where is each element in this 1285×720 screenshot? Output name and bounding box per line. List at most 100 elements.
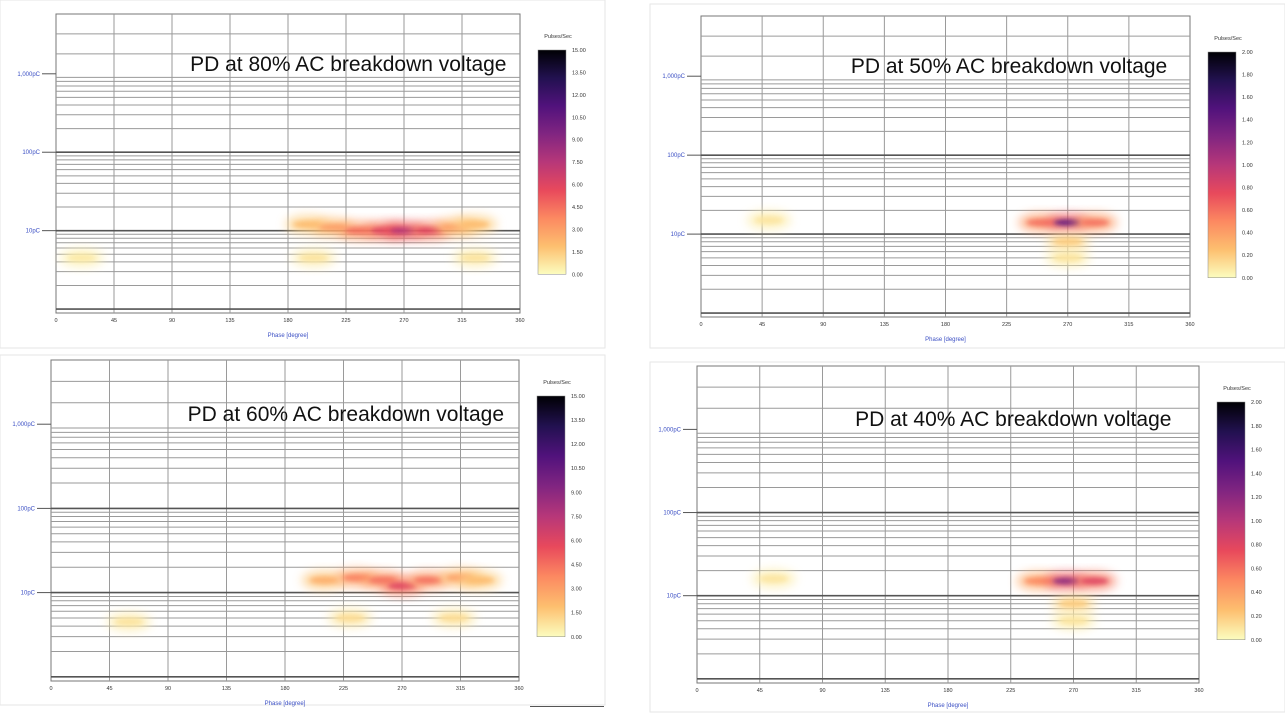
colorbar-title: Pulses/Sec	[543, 380, 571, 386]
colorbar-tick-label: 1.50	[571, 611, 582, 617]
y-tick-label: 100pC	[663, 511, 681, 517]
chart-title: PD at 80% AC breakdown voltage	[190, 53, 506, 76]
grid-lines	[701, 16, 1190, 317]
colorbar-tick-label: 0.60	[1251, 566, 1262, 572]
pd-blob	[1059, 617, 1088, 625]
y-tick-label: 1,000pC	[662, 74, 685, 80]
chart-panel-1: 0 45 90 135 180 225 270 315 360 Phase [degree] 1,0…	[0, 0, 606, 349]
x-tick-label: 315	[457, 318, 466, 324]
colorbar-tick-label: 1.20	[1251, 495, 1262, 501]
x-tick-label: 0	[699, 322, 702, 328]
y-tick-label: 10pC	[671, 232, 686, 238]
colorbar-tick-label: 0.20	[1242, 253, 1253, 259]
colorbar-tick-label: 12.00	[571, 442, 585, 448]
x-tick-label: 315	[456, 686, 465, 692]
y-tick-label: 100pC	[22, 150, 40, 156]
colorbar-tick-label: 1.40	[1251, 471, 1262, 477]
colorbar-tick-label: 0.40	[1242, 231, 1253, 237]
x-tick-label: 90	[165, 686, 171, 692]
x-axis-label: Phase [degree]	[265, 701, 306, 707]
colorbar-tick-label: 2.00	[1242, 50, 1253, 56]
x-tick-label: 225	[339, 686, 348, 692]
colorbar-tick-label: 0.20	[1251, 614, 1262, 620]
x-tick-labels: 0 45 90 135 180 225 270 315 360	[54, 318, 524, 324]
y-tick-label: 100pC	[667, 153, 685, 159]
x-tick-label: 0	[695, 688, 698, 694]
colorbar-tick-label: 1.50	[572, 250, 583, 256]
heat-pattern	[751, 569, 1117, 630]
colorbar-tick-label: 1.40	[1242, 118, 1253, 124]
y-tick-label: 1,000pC	[12, 422, 35, 428]
x-tick-label: 225	[1006, 688, 1015, 694]
colorbar-gradient	[1216, 401, 1246, 640]
colorbar-tick-label: 0.60	[1242, 208, 1253, 214]
y-tick-label: 10pC	[26, 229, 41, 235]
y-tick-labels: 1,000pC 100pC 10pC	[658, 427, 697, 600]
colorbar-tick-label: 0.00	[1242, 276, 1253, 282]
y-tick-label: 1,000pC	[17, 72, 40, 78]
x-tick-labels: 0 45 90 135 180 225 270 315 360	[49, 686, 523, 692]
x-axis-label: Phase [degree]	[268, 333, 309, 339]
colorbar-tick-label: 7.50	[572, 160, 583, 166]
pd-blob	[759, 575, 788, 583]
colorbar-tick-label: 0.80	[1251, 543, 1262, 549]
colorbar-tick-label: 10.50	[572, 115, 586, 121]
colorbar: Pulses/Sec 15.00 13.50 12.00 10.50 9.00 7.50 6.…	[536, 380, 585, 641]
colorbar-gradient	[537, 49, 567, 275]
pd-blob	[299, 254, 328, 262]
x-tick-label: 90	[820, 322, 826, 328]
x-tick-label: 180	[280, 686, 289, 692]
colorbar: Pulses/Sec 2.00 1.80 1.60 1.40 1.20 1.00 0.80 0.…	[1207, 36, 1253, 282]
colorbar-tick-label: 7.50	[571, 514, 582, 520]
pd-blob	[1053, 254, 1082, 262]
colorbar-tick-label: 1.60	[1242, 95, 1253, 101]
x-tick-label: 270	[399, 318, 408, 324]
divider-line	[530, 706, 604, 707]
x-tick-label: 90	[169, 318, 175, 324]
y-tick-labels: 1,000pC 100pC 10pC	[17, 72, 56, 235]
x-tick-label: 135	[225, 318, 234, 324]
colorbar-tick-label: 4.50	[572, 205, 583, 211]
colorbar-tick-label: 1.60	[1251, 448, 1262, 454]
colorbar-tick-label: 10.50	[571, 466, 585, 472]
pd-blob	[466, 576, 494, 584]
x-tick-label: 270	[397, 686, 406, 692]
colorbar-title: Pulses/Sec	[544, 34, 572, 40]
pd-blob	[440, 614, 468, 622]
x-tick-label: 180	[943, 688, 952, 694]
colorbar-tick-label: 0.00	[572, 272, 583, 278]
colorbar: Pulses/Sec 2.00 1.80 1.60 1.40 1.20 1.00 0.80 0.…	[1216, 386, 1262, 644]
x-tick-label: 360	[515, 318, 524, 324]
colorbar-tick-label: 0.00	[571, 635, 582, 641]
y-tick-label: 100pC	[17, 506, 35, 512]
x-tick-label: 45	[757, 688, 763, 694]
pd-blob	[460, 254, 489, 262]
y-tick-label: 10pC	[21, 591, 36, 597]
heat-pattern	[107, 568, 502, 631]
colorbar-tick-label: 1.00	[1242, 163, 1253, 169]
x-tick-label: 135	[880, 322, 889, 328]
colorbar-tick-label: 6.00	[571, 538, 582, 544]
x-tick-label: 135	[222, 686, 231, 692]
pd-blob	[1053, 238, 1082, 246]
grid-lines	[56, 14, 520, 313]
x-tick-label: 45	[106, 686, 112, 692]
colorbar-tick-label: 13.50	[571, 418, 585, 424]
colorbar-tick-label: 3.00	[572, 227, 583, 233]
colorbar-tick-label: 12.00	[572, 93, 586, 99]
pd-blob	[115, 618, 143, 626]
y-tick-label: 1,000pC	[658, 427, 681, 433]
pd-blob	[67, 254, 96, 262]
colorbar-gradient	[1207, 51, 1237, 278]
colorbar-tick-label: 1.80	[1242, 73, 1253, 79]
colorbar-tick-label: 9.00	[572, 138, 583, 144]
x-tick-label: 0	[54, 318, 57, 324]
chart-panel-3: 0 45 90 135 180 225 270 315 360 Phase [degree] 1,0…	[0, 354, 606, 707]
colorbar-title: Pulses/Sec	[1214, 36, 1242, 42]
pd-blob	[414, 576, 442, 584]
pd-blob	[460, 220, 489, 228]
chart-title: PD at 40% AC breakdown voltage	[855, 408, 1171, 431]
colorbar-tick-label: 1.80	[1251, 424, 1262, 430]
pd-blob	[336, 614, 364, 622]
